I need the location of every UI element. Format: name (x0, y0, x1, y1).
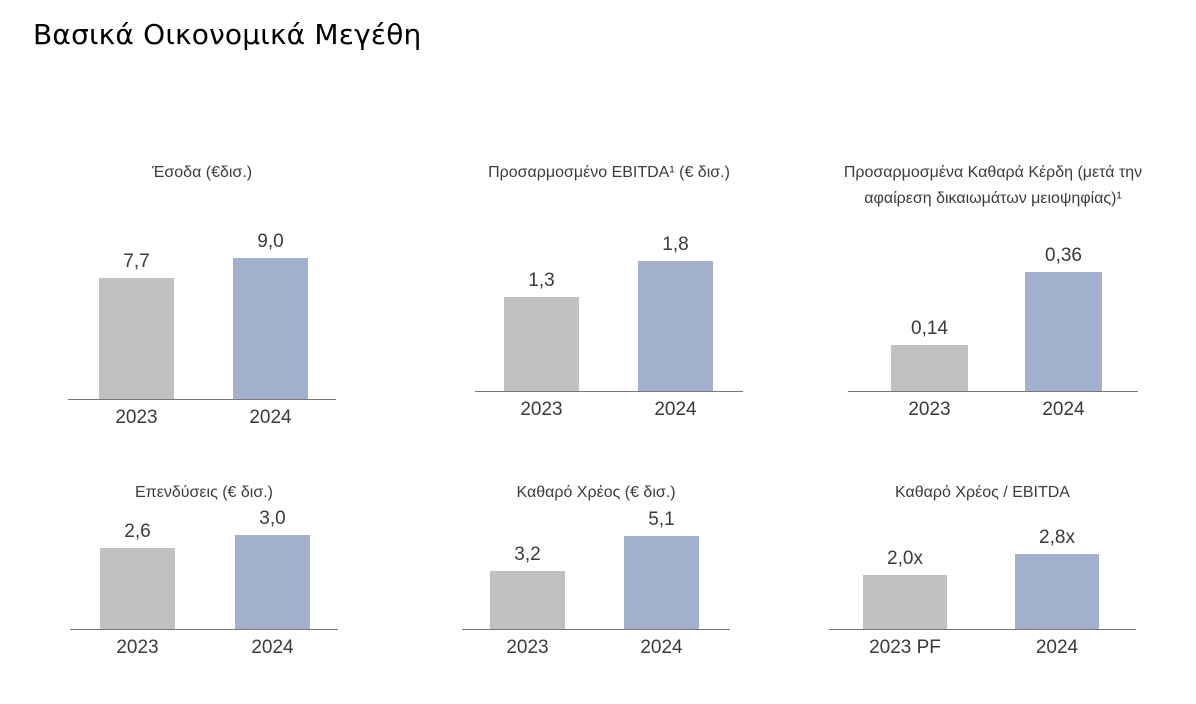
bar-2024 (233, 258, 308, 399)
x-axis-line (829, 629, 1136, 630)
bar-2023-pf (863, 575, 947, 629)
category-label: 2023 (520, 399, 563, 420)
data-label: 7,7 (123, 251, 150, 272)
category-label: 2023 (116, 637, 159, 658)
chart-title: Προσαρμοσμένο EBITDA¹ (€ δισ.) (488, 164, 730, 181)
category-label: 2023 PF (869, 637, 941, 658)
bar-2023 (490, 571, 565, 629)
category-label: 2024 (1042, 399, 1085, 420)
x-axis-line (68, 399, 336, 400)
data-label: 0,36 (1045, 245, 1082, 266)
category-label: 2024 (249, 407, 292, 428)
bar-2024 (1015, 554, 1099, 629)
data-label: 2,0x (887, 548, 923, 569)
chart-3: Προσαρμοσμένα Καθαρά Κέρδη (μετά την αφα… (844, 160, 1142, 431)
category-label: 2024 (640, 637, 683, 658)
chart-title: Έσοδα (€δισ.) (151, 164, 253, 181)
chart-1: Έσοδα (€δισ.) 7,7 2023 9,0 2024 (68, 160, 336, 439)
bar-2024 (235, 535, 310, 629)
category-label: 2024 (1035, 637, 1079, 658)
x-axis-line (70, 629, 338, 630)
page-title: Βασικά Οικονομικά Μεγέθη (33, 18, 422, 51)
chart-title: Προσαρμοσμένα Καθαρά Κέρδη (μετά την αφα… (843, 164, 1143, 207)
x-axis-line (475, 391, 743, 392)
bar-2023 (99, 278, 174, 399)
data-label: 5,1 (648, 509, 675, 530)
data-label: 2,6 (124, 521, 151, 542)
x-axis-line (462, 629, 730, 630)
category-label: 2024 (654, 399, 697, 420)
data-label: 0,14 (911, 318, 948, 339)
category-label: 2023 (908, 399, 951, 420)
category-label: 2023 (506, 637, 549, 658)
chart-2: Προσαρμοσμένο EBITDA¹ (€ δισ.) 1,3 2023 1,8… (475, 160, 743, 431)
bar-2024 (638, 261, 713, 391)
bar-2024 (624, 536, 699, 629)
chart-title: Επενδύσεις (€ δισ.) (135, 484, 273, 501)
chart-title: Καθαρό Χρέος / EBITDA (895, 484, 1070, 501)
bar-2024 (1025, 272, 1102, 391)
data-label: 3,2 (514, 544, 541, 565)
bar-2023 (891, 345, 968, 391)
data-label: 1,3 (528, 270, 555, 291)
bar-2023 (100, 548, 175, 629)
category-label: 2023 (115, 407, 158, 428)
bar-2023 (504, 297, 579, 391)
chart-6: Καθαρό Χρέος / EBITDA 2,0x 2023 PF 2,8x 2024 (829, 480, 1136, 669)
data-label: 2,8x (1039, 527, 1075, 548)
category-label: 2024 (251, 637, 294, 658)
chart-4: Επενδύσεις (€ δισ.) 2,6 2023 3,0 2024 (70, 480, 338, 669)
data-label: 3,0 (259, 508, 286, 529)
data-label: 9,0 (257, 231, 284, 252)
chart-5: Καθαρό Χρέος (€ δισ.) 3,2 2023 5,1 2024 (462, 480, 730, 669)
data-label: 1,8 (662, 234, 689, 255)
x-axis-line (848, 391, 1138, 392)
chart-title: Καθαρό Χρέος (€ δισ.) (516, 484, 676, 501)
